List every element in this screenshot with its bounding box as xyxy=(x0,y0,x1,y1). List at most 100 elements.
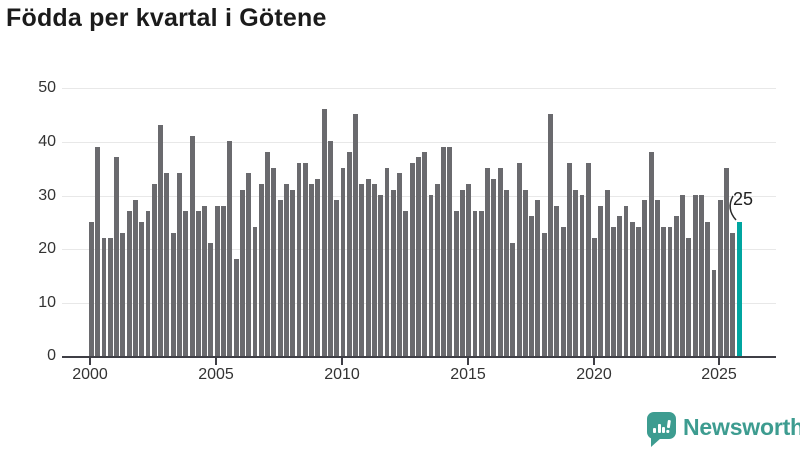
bar xyxy=(497,168,503,356)
bar xyxy=(573,189,579,356)
bar xyxy=(642,200,648,356)
bar xyxy=(290,189,296,356)
bar xyxy=(485,168,491,356)
bar xyxy=(636,227,641,356)
bar xyxy=(177,173,182,356)
bar xyxy=(592,237,597,356)
bar xyxy=(529,216,535,356)
bar xyxy=(227,141,233,356)
bar xyxy=(246,173,252,356)
bar xyxy=(610,227,616,356)
bar xyxy=(698,194,704,356)
x-tick xyxy=(341,358,343,365)
bar xyxy=(422,151,428,356)
bar xyxy=(277,200,283,356)
bar xyxy=(309,184,314,356)
bar xyxy=(554,205,560,356)
bar xyxy=(208,243,214,356)
bar xyxy=(579,194,585,356)
bar xyxy=(95,146,101,356)
bar xyxy=(472,211,478,356)
bar xyxy=(296,162,302,356)
bar xyxy=(453,211,459,356)
bar xyxy=(302,162,308,356)
bar xyxy=(126,211,132,356)
bar xyxy=(145,211,151,356)
bar-highlight xyxy=(736,221,742,356)
logo-minibar-icon xyxy=(657,424,661,433)
bar xyxy=(107,237,113,356)
bar xyxy=(516,162,522,356)
bar xyxy=(321,109,327,356)
bar xyxy=(359,184,365,356)
x-tick-label: 2000 xyxy=(72,366,108,383)
bar xyxy=(434,184,440,356)
bar xyxy=(428,194,434,356)
bar xyxy=(378,194,384,356)
bar xyxy=(466,184,472,356)
bar xyxy=(114,157,120,356)
bar xyxy=(195,211,201,356)
y-tick-label: 20 xyxy=(38,240,56,257)
bar xyxy=(522,189,528,356)
bar xyxy=(403,211,409,356)
bar xyxy=(548,114,553,356)
bar xyxy=(151,184,157,356)
bar xyxy=(239,189,245,356)
bar xyxy=(535,200,541,356)
bar xyxy=(365,178,371,356)
logo-minibar-icon xyxy=(662,427,665,433)
newsworthy-logo[interactable]: Newsworthy xyxy=(647,411,800,447)
bar xyxy=(183,211,189,356)
bar xyxy=(416,157,421,356)
bar xyxy=(265,151,270,356)
bar xyxy=(673,216,679,356)
bar xyxy=(491,178,497,356)
x-tick-label: 2020 xyxy=(576,366,612,383)
bar xyxy=(409,162,415,356)
bar xyxy=(346,151,352,356)
logo-bubble-tail xyxy=(651,438,661,447)
bar xyxy=(283,184,289,356)
bar xyxy=(730,232,736,356)
bar xyxy=(170,232,176,356)
bar xyxy=(617,216,623,356)
bar xyxy=(202,205,208,356)
bar xyxy=(441,146,447,356)
annotation-leader-line xyxy=(729,195,737,221)
bar xyxy=(189,135,195,356)
bar xyxy=(271,168,277,356)
bar xyxy=(397,173,403,356)
bar xyxy=(661,227,667,356)
newsworthy-wordmark: Newsworthy xyxy=(683,414,800,440)
x-tick xyxy=(718,358,720,365)
bar xyxy=(510,243,516,356)
bar xyxy=(327,141,333,356)
bar xyxy=(139,221,145,356)
bar xyxy=(258,184,264,356)
gridline-40 xyxy=(62,142,776,143)
x-tick-label: 2005 xyxy=(198,366,234,383)
bar xyxy=(221,205,226,356)
x-axis-line xyxy=(62,356,776,358)
bar xyxy=(705,221,711,356)
bar xyxy=(214,205,220,356)
bar xyxy=(604,189,610,356)
bar xyxy=(654,200,660,356)
bar xyxy=(133,200,138,356)
bar xyxy=(334,200,340,356)
bar xyxy=(371,184,377,356)
bar xyxy=(598,205,604,356)
x-tick xyxy=(593,358,595,365)
bar xyxy=(541,232,547,356)
bar xyxy=(504,189,509,356)
gridline-50 xyxy=(62,88,776,89)
bar xyxy=(478,211,484,356)
x-tick-label: 2015 xyxy=(450,366,486,383)
latest-value-label: 25 xyxy=(733,189,754,209)
y-tick-label: 50 xyxy=(38,79,56,96)
bar xyxy=(340,168,346,356)
y-tick-label: 10 xyxy=(38,294,56,311)
bar xyxy=(623,205,629,356)
x-tick xyxy=(215,358,217,365)
